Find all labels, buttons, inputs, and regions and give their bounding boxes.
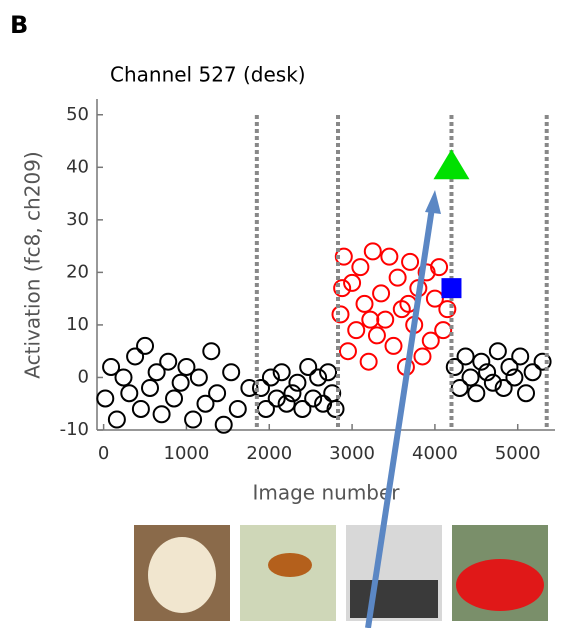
data-point bbox=[463, 369, 479, 385]
y-tick-label: 40 bbox=[66, 156, 89, 177]
ant-shape bbox=[268, 553, 312, 577]
data-point bbox=[203, 343, 219, 359]
thumbnails bbox=[134, 525, 548, 621]
data-point bbox=[97, 390, 113, 406]
x-tick-label: 3000 bbox=[329, 443, 375, 464]
data-point bbox=[385, 338, 401, 354]
data-point bbox=[133, 401, 149, 417]
data-point bbox=[185, 411, 201, 427]
data-point bbox=[390, 270, 406, 286]
data-point bbox=[381, 249, 397, 265]
y-tick-label: 20 bbox=[66, 261, 89, 282]
data-point bbox=[116, 369, 132, 385]
y-tick-label: -10 bbox=[60, 419, 89, 440]
data-point bbox=[223, 364, 239, 380]
data-point bbox=[166, 390, 182, 406]
x-tick-label: 0 bbox=[98, 443, 109, 464]
y-tick-label: 0 bbox=[78, 366, 89, 387]
data-point bbox=[310, 369, 326, 385]
y-tick-label: 50 bbox=[66, 104, 89, 125]
y-tick-label: 30 bbox=[66, 209, 89, 230]
data-point bbox=[230, 401, 246, 417]
data-point bbox=[191, 369, 207, 385]
data-point bbox=[365, 243, 381, 259]
data-point bbox=[209, 385, 225, 401]
data-point bbox=[127, 348, 143, 364]
data-point bbox=[458, 348, 474, 364]
triangle-marker bbox=[433, 149, 469, 179]
y-axis-label: Activation (fc8, ch209) bbox=[21, 151, 45, 378]
data-point bbox=[525, 364, 541, 380]
data-point bbox=[490, 343, 506, 359]
data-point bbox=[305, 390, 321, 406]
data-point bbox=[414, 348, 430, 364]
data-point bbox=[160, 354, 176, 370]
data-point bbox=[435, 322, 451, 338]
data-point bbox=[468, 385, 484, 401]
data-point bbox=[512, 348, 528, 364]
data-point bbox=[369, 327, 385, 343]
plot-area: -10 0 10 20 30 40 50 0 1000 2000 3000 4000 5000 bbox=[60, 99, 555, 464]
data-point bbox=[352, 259, 368, 275]
data-point bbox=[289, 375, 305, 391]
data-point bbox=[361, 354, 377, 370]
desk-shape bbox=[350, 580, 438, 618]
data-point bbox=[377, 312, 393, 328]
data-point bbox=[109, 411, 125, 427]
data-point bbox=[357, 296, 373, 312]
data-point bbox=[142, 380, 158, 396]
x-axis-label: Image number bbox=[252, 481, 400, 505]
data-point bbox=[344, 275, 360, 291]
panel-label: B bbox=[10, 11, 28, 39]
arrow-head bbox=[425, 190, 441, 214]
data-point bbox=[320, 364, 336, 380]
x-tick-label: 5000 bbox=[495, 443, 541, 464]
data-point bbox=[269, 390, 285, 406]
dog-shape bbox=[148, 537, 216, 613]
data-point bbox=[340, 343, 356, 359]
chart-title: Channel 527 (desk) bbox=[110, 63, 306, 87]
square-marker bbox=[441, 278, 461, 298]
data-point bbox=[332, 306, 348, 322]
data-point bbox=[402, 254, 418, 270]
data-point bbox=[137, 338, 153, 354]
x-tick-label: 4000 bbox=[412, 443, 458, 464]
data-point bbox=[518, 385, 534, 401]
page: B Channel 527 (desk) Image number Activa… bbox=[0, 0, 568, 628]
data-point bbox=[154, 406, 170, 422]
data-point bbox=[173, 375, 189, 391]
data-point bbox=[121, 385, 137, 401]
car-shape bbox=[456, 559, 544, 611]
y-tick-label: 10 bbox=[66, 314, 89, 335]
x-tick-label: 2000 bbox=[246, 443, 292, 464]
data-point bbox=[373, 285, 389, 301]
data-point bbox=[348, 322, 364, 338]
x-tick-label: 1000 bbox=[164, 443, 210, 464]
data-point bbox=[362, 312, 378, 328]
chart: B Channel 527 (desk) Image number Activa… bbox=[0, 0, 568, 628]
data-point bbox=[506, 369, 522, 385]
data-point bbox=[300, 359, 316, 375]
